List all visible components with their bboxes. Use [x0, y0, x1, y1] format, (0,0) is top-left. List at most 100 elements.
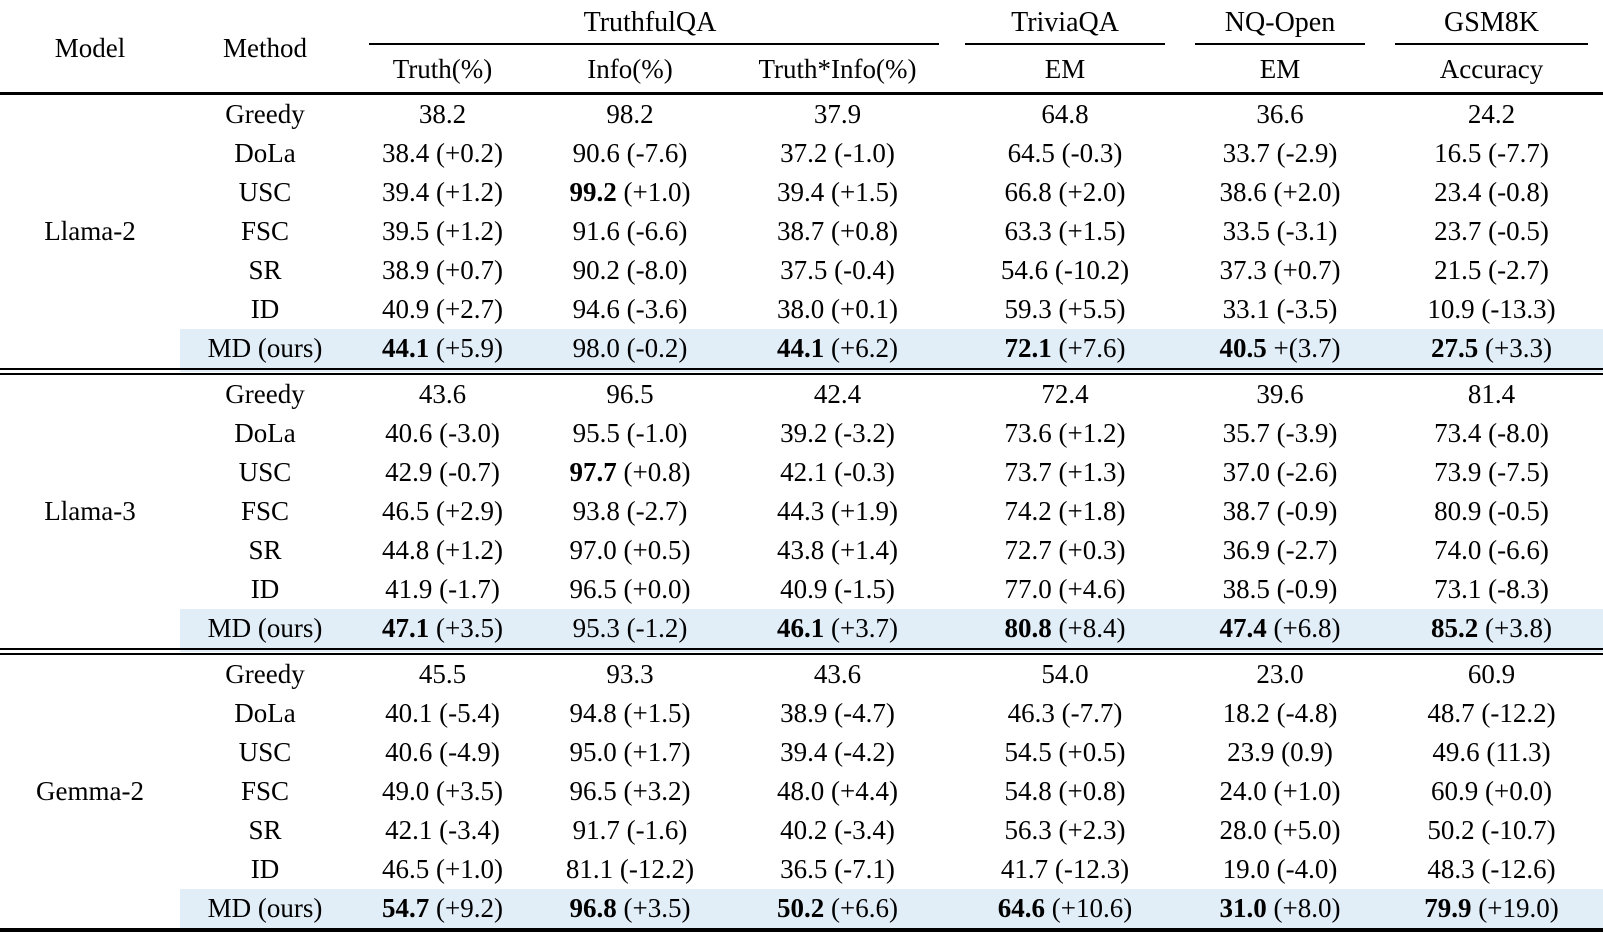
metric-value: 48.3	[1427, 854, 1475, 884]
metric-cell: 93.8 (-2.7)	[535, 492, 725, 531]
metric-value: 72.4	[1041, 379, 1089, 409]
metric-delta: (-8.0)	[626, 255, 688, 285]
metric-delta: (-0.3)	[834, 457, 895, 487]
metric-cell: 19.0 (-4.0)	[1180, 850, 1380, 889]
metric-value: 54.0	[1041, 659, 1089, 689]
metric-value: 46.5	[382, 496, 430, 526]
metric-cell: 23.7 (-0.5)	[1380, 212, 1603, 251]
metric-cell: 60.9	[1380, 648, 1603, 694]
metric-value: 39.5	[382, 216, 430, 246]
metric-delta: (+2.7)	[436, 294, 503, 324]
metric-delta: (-4.9)	[439, 737, 500, 767]
metric-delta: (-0.2)	[626, 333, 688, 363]
metric-value: 96.5	[569, 776, 617, 806]
metric-delta: (-4.2)	[834, 737, 895, 767]
metric-cell: 41.7 (-12.3)	[950, 850, 1180, 889]
metric-delta: (+0.5)	[1058, 737, 1126, 767]
metric-value: 96.5	[606, 379, 654, 409]
metric-delta: (-3.2)	[834, 418, 895, 448]
metric-cell: 46.3 (-7.7)	[950, 694, 1180, 733]
method-label: Greedy	[180, 648, 350, 694]
metric-delta: (-7.1)	[834, 854, 895, 884]
metric-delta: (+0.8)	[1058, 776, 1126, 806]
metric-value: 80.9	[1434, 496, 1482, 526]
metric-cell: 85.2 (+3.8)	[1380, 609, 1603, 652]
metric-value: 10.9	[1427, 294, 1475, 324]
metric-value: 44.1	[382, 333, 430, 363]
metric-cell: 37.2 (-1.0)	[725, 134, 950, 173]
group-underline	[965, 43, 1166, 45]
metric-value: 95.5	[572, 418, 620, 448]
metric-delta: (-10.2)	[1054, 255, 1130, 285]
table-row: Gemma-2 Greedy 45.5 93.3 43.6 54.0 23.0 60.9	[0, 648, 1603, 930]
metric-cell: 39.5 (+1.2)	[350, 212, 535, 251]
method-label: USC	[238, 177, 292, 207]
method-label: SR	[248, 255, 282, 285]
metric-value: 47.1	[382, 613, 430, 643]
metric-cell: 54.6 (-10.2)	[950, 251, 1180, 290]
metric-cell: 45.5	[350, 648, 535, 694]
method-label: ID	[250, 854, 280, 884]
metric-value: 39.4	[780, 737, 828, 767]
metric-cell: 33.1 (-3.5)	[1180, 290, 1380, 329]
metric-delta: (+10.6)	[1051, 893, 1133, 923]
metric-value: 48.0	[777, 776, 825, 806]
metric-cell: 96.5	[535, 368, 725, 414]
metric-cell: 43.8 (+1.4)	[725, 531, 950, 570]
group-label: GSM8K	[1444, 7, 1539, 38]
metric-delta: (-2.6)	[1276, 457, 1338, 487]
metric-cell: 33.5 (-3.1)	[1180, 212, 1380, 251]
metric-delta: (11.3)	[1486, 737, 1551, 767]
metric-delta: (-3.4)	[439, 815, 500, 845]
group-header-triviaqa: TriviaQA	[950, 0, 1180, 46]
metric-value: 40.5	[1219, 333, 1267, 363]
metric-value: 81.1	[565, 854, 614, 884]
col-header-nqopen-em: EM	[1180, 46, 1381, 95]
metric-value: 44.1	[777, 333, 825, 363]
metric-delta: (-0.7)	[439, 457, 500, 487]
metric-value: 91.7	[572, 815, 620, 845]
metric-value: 98.0	[572, 333, 620, 363]
group-header-truthfulqa: TruthfulQA	[350, 0, 950, 46]
metric-cell: 98.2	[535, 94, 725, 135]
metric-value: 77.0	[1004, 574, 1052, 604]
metric-cell: 47.4 (+6.8)	[1180, 609, 1380, 652]
metric-cell: 38.9 (+0.7)	[350, 251, 535, 290]
table-row: USC 42.9 (-0.7) 97.7 (+0.8) 42.1 (-0.3) 73.7…	[0, 453, 1603, 492]
metric-value: 37.3	[1219, 255, 1267, 285]
metric-value: 90.2	[572, 255, 620, 285]
table-row: FSC 39.5 (+1.2) 91.6 (-6.6) 38.7 (+0.8) 63.3…	[0, 212, 1603, 251]
metric-value: 64.5	[1007, 138, 1055, 168]
metric-cell: 66.8 (+2.0)	[950, 173, 1180, 212]
metric-value: 93.8	[572, 496, 620, 526]
col-header-truth-info-pct: Truth*Info(%)	[725, 46, 951, 95]
model-label: Llama-3	[0, 368, 180, 652]
metric-delta: (+2.0)	[1273, 177, 1341, 207]
metric-delta: (-1.2)	[626, 613, 688, 643]
metric-value: 37.5	[780, 255, 828, 285]
metric-cell: 40.1 (-5.4)	[350, 694, 535, 733]
metric-value: 41.7	[1000, 854, 1049, 884]
metric-value: 39.6	[1256, 379, 1304, 409]
metric-cell: 96.5 (+3.2)	[535, 772, 725, 811]
metric-cell: 73.6 (+1.2)	[950, 414, 1180, 453]
group-underline	[1195, 43, 1366, 45]
metric-delta: (-10.7)	[1481, 815, 1556, 845]
metric-delta: (+5.5)	[1058, 294, 1126, 324]
metric-value: 46.3	[1007, 698, 1055, 728]
metric-value: 39.4	[382, 177, 430, 207]
method-label: ID	[250, 574, 280, 604]
metric-value: 73.4	[1434, 418, 1482, 448]
metric-value: 60.9	[1467, 659, 1516, 689]
method-label: USC	[238, 457, 292, 487]
metric-cell: 44.1 (+6.2)	[725, 329, 950, 372]
metric-delta: (+0.0)	[1485, 776, 1552, 806]
metric-cell: 37.5 (-0.4)	[725, 251, 950, 290]
metric-value: 48.7	[1427, 698, 1475, 728]
metric-cell: 37.9	[725, 94, 950, 135]
metric-value: 37.0	[1222, 457, 1270, 487]
metric-delta: (+6.6)	[831, 893, 898, 923]
metric-value: 37.2	[780, 138, 828, 168]
metric-delta: (+2.9)	[436, 496, 503, 526]
model-label: Gemma-2	[0, 648, 180, 930]
